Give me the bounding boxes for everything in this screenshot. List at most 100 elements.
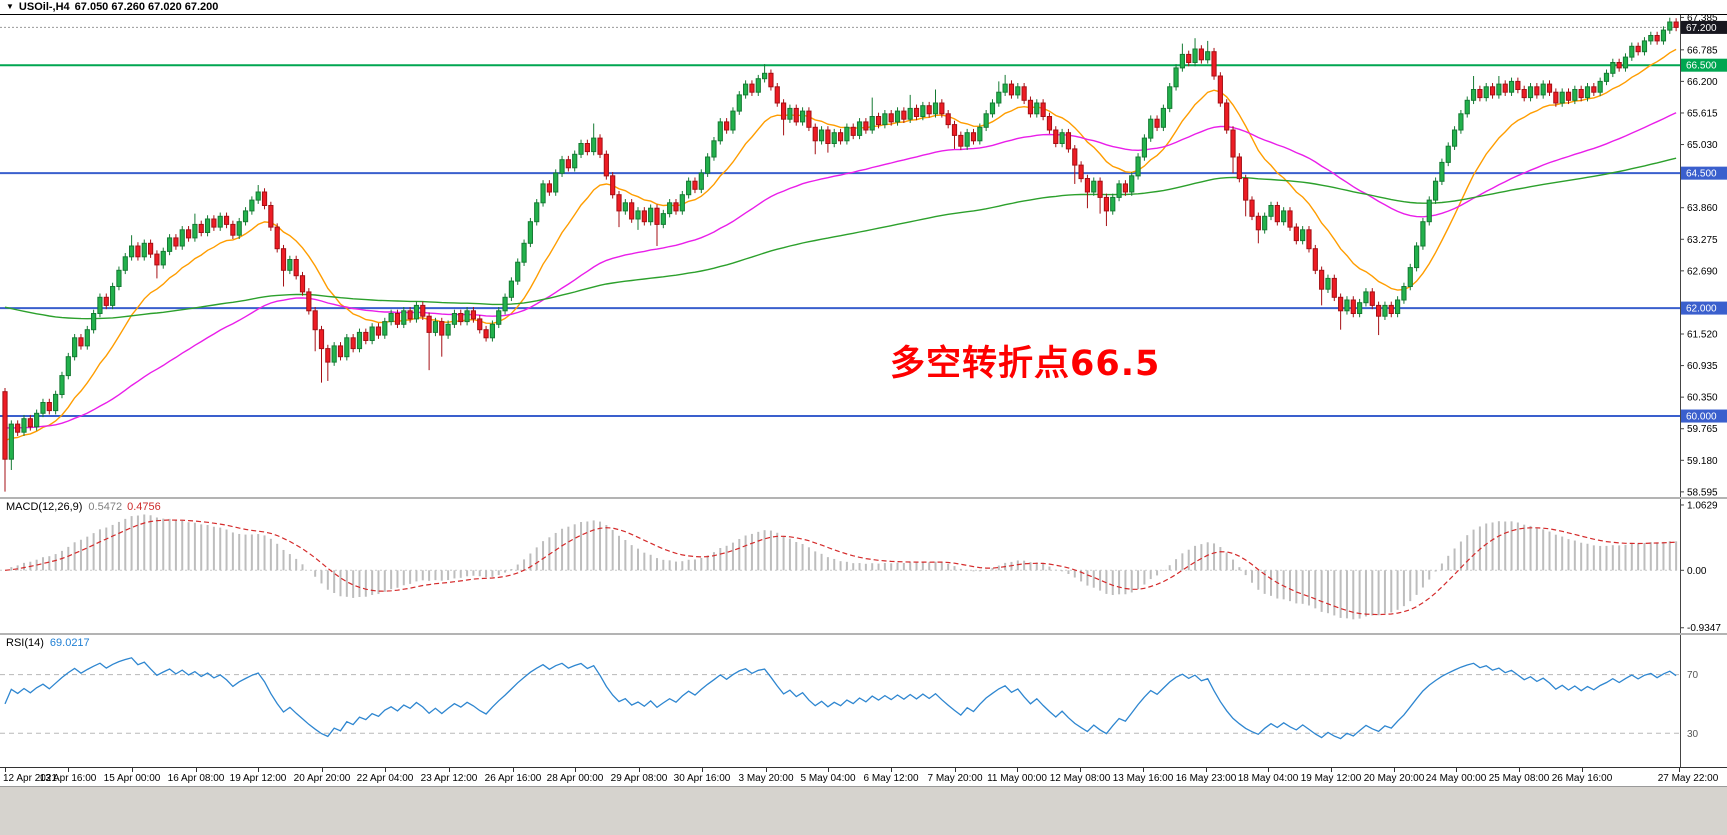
- time-tick: [132, 768, 133, 772]
- macd-histogram: [10, 514, 1678, 620]
- chart-annotation[interactable]: 多空转折点66.5: [890, 344, 1161, 384]
- time-tick: [196, 768, 197, 772]
- time-label: 16 May 23:00: [1175, 773, 1237, 784]
- price-tick-label: 66.785: [1687, 45, 1718, 56]
- rsi-level-label: 70: [1687, 670, 1699, 681]
- price-pane[interactable]: 67.385 66.785 66.200 65.615 65.030 63.860 63.2…: [0, 14, 1727, 497]
- time-label: 19 May 12:00: [1300, 773, 1362, 784]
- time-tick: [1331, 768, 1332, 772]
- time-label: 15 Apr 00:00: [103, 773, 161, 784]
- chart-ohlc-values: 67.050 67.260 67.020 67.200: [74, 1, 219, 13]
- ma-mid-magenta: [4, 112, 1677, 429]
- chart-dropdown-icon[interactable]: ▼: [6, 2, 14, 11]
- time-label: 27 May 22:00: [1657, 773, 1719, 784]
- time-tick: [1519, 768, 1520, 772]
- price-tick-label: 62.690: [1687, 266, 1718, 277]
- time-label: 3 May 20:00: [738, 773, 794, 784]
- pane-separator[interactable]: [0, 633, 1727, 635]
- rsi-value: 69.0217: [49, 637, 90, 649]
- time-label: 16 Apr 08:00: [167, 773, 225, 784]
- macd-signal-value: 0.4756: [127, 501, 161, 513]
- ma-fast-orange: [4, 48, 1677, 442]
- price-tick-label: 63.275: [1687, 235, 1718, 246]
- price-badge-64.500: 64.500: [1681, 166, 1727, 180]
- time-tick: [1582, 768, 1583, 772]
- time-tick: [702, 768, 703, 772]
- time-tick: [955, 768, 956, 772]
- price-tick-label: 59.765: [1687, 424, 1718, 435]
- chart-symbol-period: USOil-,H4: [18, 1, 70, 13]
- time-label: 26 Apr 16:00: [484, 773, 542, 784]
- rsi-name: RSI(14): [6, 637, 44, 649]
- moving-averages: [4, 48, 1677, 442]
- rsi-line: [4, 657, 1677, 740]
- horizontal-lines: [0, 26, 1680, 418]
- time-tick: [1017, 768, 1018, 772]
- time-label: 11 May 00:00: [987, 773, 1047, 784]
- time-tick: [1394, 768, 1395, 772]
- price-tick-label: 65.030: [1687, 140, 1718, 151]
- ma-slow-green: [4, 157, 1677, 320]
- time-label: 7 May 20:00: [927, 773, 983, 784]
- rsi-pane[interactable]: 70 30 RSI(14) 69.0217: [0, 635, 1727, 767]
- rsi-level-label: 30: [1687, 729, 1699, 740]
- candles: [2, 17, 1679, 492]
- svg-text:64.500: 64.500: [1686, 169, 1717, 180]
- time-tick: [258, 768, 259, 772]
- time-tick: [513, 768, 514, 772]
- svg-text:67.200: 67.200: [1686, 23, 1717, 34]
- time-tick: [385, 768, 386, 772]
- time-tick: [1456, 768, 1457, 772]
- macd-main-value: 0.5472: [88, 501, 123, 513]
- price-tick-label: 65.615: [1687, 108, 1718, 119]
- time-label: 18 May 04:00: [1237, 773, 1299, 784]
- price-tick-label: 66.200: [1687, 77, 1718, 88]
- time-tick: [5, 768, 6, 772]
- price-badge-62.000: 62.000: [1681, 301, 1727, 315]
- time-tick: [639, 768, 640, 772]
- svg-text:66.500: 66.500: [1686, 61, 1717, 72]
- macd-signal-line: [4, 519, 1677, 616]
- time-tick: [575, 768, 576, 772]
- time-label: 29 Apr 08:00: [610, 773, 668, 784]
- price-badge-67.200: 67.200: [1681, 20, 1727, 34]
- pane-separator[interactable]: [0, 497, 1727, 499]
- time-label: 5 May 04:00: [800, 773, 856, 784]
- macd-canvas[interactable]: 1.0629 0.00 -0.9347: [0, 499, 1727, 633]
- time-label: 20 May 20:00: [1363, 773, 1425, 784]
- time-label: 13 May 16:00: [1112, 773, 1174, 784]
- price-chart-canvas[interactable]: 67.385 66.785 66.200 65.615 65.030 63.860 63.2…: [0, 15, 1727, 497]
- time-tick: [891, 768, 892, 772]
- price-tick-label: 58.595: [1687, 487, 1718, 497]
- price-axis[interactable]: 67.385 66.785 66.200 65.615 65.030 63.860 63.2…: [1680, 15, 1727, 497]
- price-tick-label: 60.350: [1687, 393, 1718, 404]
- time-label: 23 Apr 12:00: [420, 773, 478, 784]
- time-label: 19 Apr 12:00: [229, 773, 287, 784]
- macd-axis-label: 0.00: [1687, 566, 1707, 577]
- time-axis[interactable]: 12 Apr 2021 13 Apr 16:00 15 Apr 00:00 16 Ap…: [0, 767, 1727, 786]
- time-label: 6 May 12:00: [863, 773, 919, 784]
- price-tick-label: 60.935: [1687, 361, 1718, 372]
- time-label: 25 May 08:00: [1488, 773, 1550, 784]
- time-label: 28 Apr 00:00: [546, 773, 604, 784]
- time-label: 13 Apr 16:00: [39, 773, 97, 784]
- time-label: 24 May 00:00: [1425, 773, 1487, 784]
- time-label: 20 Apr 20:00: [293, 773, 351, 784]
- rsi-canvas[interactable]: 70 30: [0, 635, 1727, 767]
- price-badge-60.000: 60.000: [1681, 409, 1727, 423]
- macd-axis-label: 1.0629: [1687, 500, 1718, 511]
- svg-text:62.000: 62.000: [1686, 304, 1717, 315]
- macd-axis-label: -0.9347: [1687, 623, 1721, 633]
- svg-text:60.000: 60.000: [1686, 412, 1717, 423]
- time-tick: [1206, 768, 1207, 772]
- price-badge-66.500: 66.500: [1681, 58, 1727, 72]
- macd-pane[interactable]: 1.0629 0.00 -0.9347 MACD(12,26,9) 0.5472 0.4…: [0, 499, 1727, 633]
- time-tick: [828, 768, 829, 772]
- time-label: 30 Apr 16:00: [673, 773, 731, 784]
- time-tick: [1268, 768, 1269, 772]
- time-label: 26 May 16:00: [1551, 773, 1613, 784]
- time-label: 22 Apr 04:00: [356, 773, 414, 784]
- window-bottom-area: [0, 786, 1727, 835]
- time-label: 12 Apr 2021: [3, 773, 57, 784]
